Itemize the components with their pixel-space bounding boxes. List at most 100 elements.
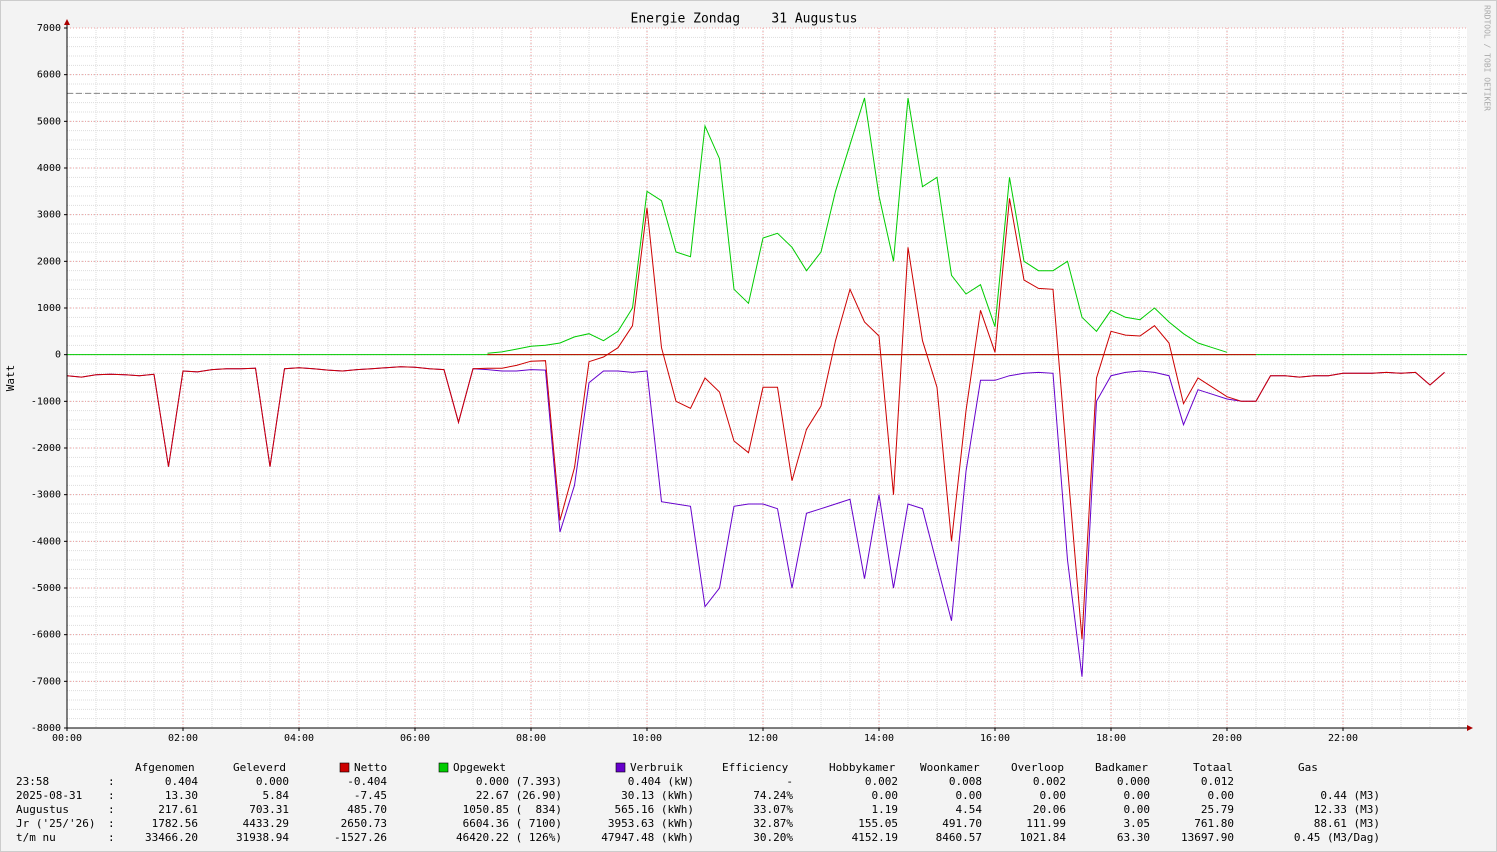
plot-area [67, 28, 1467, 728]
series-line [487, 97, 1228, 354]
x-tick-label: 02:00 [168, 733, 198, 744]
y-axis-label: Watt [4, 365, 17, 392]
table-cell: 12.33 (M3) [1314, 803, 1380, 816]
table-cell: 6604.36 ( 7100) [463, 817, 562, 830]
column-header: Geleverd [233, 761, 286, 774]
x-tick-label: 18:00 [1096, 733, 1126, 744]
table-cell: 0.404 (kW) [628, 775, 694, 788]
table-cell: 1.19 [872, 803, 899, 816]
column-header: Efficiency [722, 761, 789, 774]
table-cell: 33466.20 [145, 831, 198, 844]
y-tick-label: 7000 [37, 23, 61, 34]
table-cell: 703.31 [249, 803, 289, 816]
row-label: 23:58 [16, 775, 49, 788]
y-tick-label: 2000 [37, 256, 61, 267]
table-cell: 0.00 [872, 789, 899, 802]
row-label: 2025-08-31 [16, 789, 82, 802]
y-tick-label: -3000 [31, 490, 61, 501]
y-tick-label: -1000 [31, 396, 61, 407]
x-tick-label: 22:00 [1328, 733, 1358, 744]
column-header: Gas [1298, 761, 1318, 774]
table-cell: 30.13 (kWh) [621, 789, 694, 802]
table-cell: 0.000 (7.393) [476, 775, 562, 788]
table-cell: 2650.73 [341, 817, 387, 830]
y-tick-label: 0 [55, 350, 61, 361]
row-label: t/m nu [16, 831, 56, 844]
legend-label: Opgewekt [453, 761, 506, 774]
table-cell: 0.012 [1201, 775, 1234, 788]
legend-label: Verbruik [630, 761, 683, 774]
table-cell: 88.61 (M3) [1314, 817, 1380, 830]
table-cell: 8460.57 [936, 831, 982, 844]
table-cell: 1021.84 [1020, 831, 1067, 844]
column-header: Woonkamer [920, 761, 980, 774]
legend-swatch [438, 762, 449, 773]
y-tick-label: 3000 [37, 210, 61, 221]
table-cell: 0.00 [1208, 789, 1235, 802]
table-cell: -7.45 [354, 789, 387, 802]
column-header: Hobbykamer [829, 761, 896, 774]
table-cell: 4152.19 [852, 831, 898, 844]
table-cell: 491.70 [942, 817, 982, 830]
table-cell: 13.30 [165, 789, 198, 802]
table-cell: 74.24% [753, 789, 793, 802]
table-cell: 565.16 (kWh) [615, 803, 694, 816]
table-cell: 1782.56 [152, 817, 198, 830]
x-tick-label: 00:00 [52, 733, 82, 744]
column-header: Totaal [1193, 761, 1233, 774]
table-cell: 0.404 [165, 775, 198, 788]
table-cell: 31938.94 [236, 831, 289, 844]
x-tick-label: 14:00 [864, 733, 894, 744]
table-cell: 4433.29 [243, 817, 289, 830]
column-header: Overloop [1011, 761, 1064, 774]
table-cell: 32.87% [753, 817, 793, 830]
table-cell: 0.002 [1033, 775, 1066, 788]
column-header: Afgenomen [135, 761, 195, 774]
table-cell: 0.000 [1117, 775, 1150, 788]
table-cell: 33.07% [753, 803, 793, 816]
table-cell: 1050.85 ( 834) [463, 803, 562, 816]
y-axis-arrow [64, 19, 70, 25]
y-tick-label: -6000 [31, 630, 61, 641]
y-tick-label: -8000 [31, 723, 61, 734]
x-tick-label: 20:00 [1212, 733, 1242, 744]
x-tick-label: 04:00 [284, 733, 314, 744]
table-cell: 155.05 [858, 817, 898, 830]
table-cell: 3953.63 (kWh) [608, 817, 694, 830]
x-tick-label: 08:00 [516, 733, 546, 744]
y-tick-label: 6000 [37, 70, 61, 81]
row-separator: : [108, 775, 115, 788]
legend-swatch [339, 762, 350, 773]
table-cell: 217.61 [158, 803, 198, 816]
table-cell: 0.44 (M3) [1320, 789, 1380, 802]
row-separator: : [108, 803, 115, 816]
y-tick-label: -5000 [31, 583, 61, 594]
x-tick-label: 10:00 [632, 733, 662, 744]
row-separator: : [108, 831, 115, 844]
table-cell: 3.05 [1124, 817, 1151, 830]
table-cell: 0.00 [1124, 803, 1151, 816]
x-tick-label: 16:00 [980, 733, 1010, 744]
table-cell: 0.002 [865, 775, 898, 788]
table-cell: 46420.22 ( 126%) [456, 831, 562, 844]
row-label: Augustus [16, 803, 69, 816]
table-cell: 25.79 [1201, 803, 1234, 816]
table-cell: 761.80 [1194, 817, 1234, 830]
table-cell: 5.84 [263, 789, 290, 802]
table-cell: 13697.90 [1181, 831, 1234, 844]
y-tick-label: -4000 [31, 536, 61, 547]
table-cell: 63.30 [1117, 831, 1150, 844]
watermark: RRDTOOL / TOBI OETIKER [1483, 5, 1492, 111]
table-cell: 0.00 [956, 789, 983, 802]
y-tick-label: 4000 [37, 163, 61, 174]
table-cell: - [786, 775, 793, 788]
table-cell: 0.000 [256, 775, 289, 788]
table-cell: 30.20% [753, 831, 793, 844]
table-cell: 0.00 [1040, 789, 1067, 802]
row-separator: : [108, 817, 115, 830]
row-label: Jr ('25/'26) [16, 817, 95, 830]
series-line [66, 198, 1445, 640]
table-cell: 485.70 [347, 803, 387, 816]
